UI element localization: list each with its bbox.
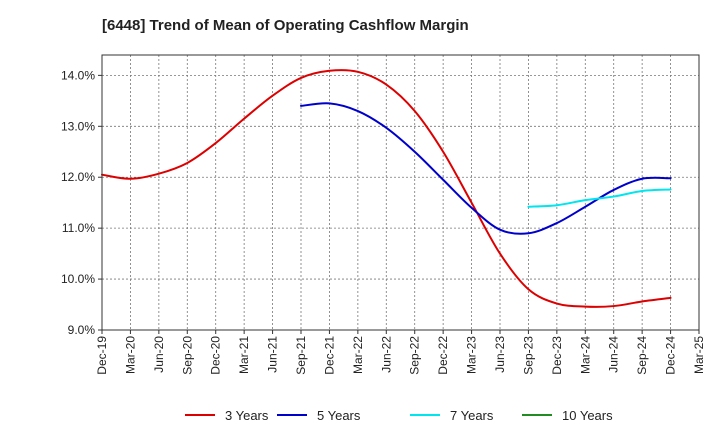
legend-label: 3 Years [225, 408, 269, 423]
x-tick-label: Sep-23 [521, 336, 535, 375]
legend: 3 Years 5 Years 7 Years 10 Years [185, 408, 613, 423]
x-tick-label: Mar-21 [237, 336, 251, 374]
y-tick-label: 11.0% [62, 221, 95, 235]
x-tick-label: Sep-21 [294, 336, 308, 375]
plot-frame [101, 54, 700, 331]
y-tick-label: 10.0% [61, 272, 95, 286]
grid [102, 55, 699, 330]
x-tick-label: Mar-25 [692, 336, 706, 374]
y-tick-label: 13.0% [61, 119, 95, 133]
x-tick-label: Dec-23 [550, 336, 564, 375]
x-tick-label: Mar-20 [123, 336, 137, 374]
series-line-7-years [527, 188, 672, 208]
y-tick-label: 14.0% [61, 68, 95, 82]
x-tick-label: Mar-22 [351, 336, 365, 374]
chart-title: [6448] Trend of Mean of Operating Cashfl… [102, 17, 469, 34]
x-tick-label: Jun-24 [607, 336, 621, 373]
x-axis: Dec-19 Mar-20 Jun-20 Sep-20 Dec-20 Mar-21 Jun-… [95, 330, 706, 375]
x-tick-label: Dec-21 [322, 336, 336, 375]
x-tick-label: Mar-23 [465, 336, 479, 374]
x-tick-label: Mar-24 [578, 336, 592, 374]
series-line-5-years [300, 102, 672, 235]
legend-label: 7 Years [450, 408, 494, 423]
x-tick-label: Jun-21 [266, 336, 280, 373]
legend-label: 10 Years [562, 408, 613, 423]
legend-label: 5 Years [317, 408, 361, 423]
series-layer [101, 69, 672, 308]
x-tick-label: Sep-20 [180, 336, 194, 375]
legend-item-3-years: 3 Years [185, 408, 269, 423]
legend-item-7-years: 7 Years [410, 408, 494, 423]
y-tick-label: 9.0% [68, 323, 96, 337]
x-tick-label: Jun-23 [493, 336, 507, 373]
series-line-3-years [101, 69, 672, 308]
x-tick-label: Dec-19 [95, 336, 109, 375]
x-tick-label: Dec-24 [664, 336, 678, 375]
x-tick-label: Dec-20 [209, 336, 223, 375]
legend-item-5-years: 5 Years [277, 408, 361, 423]
x-tick-label: Dec-22 [436, 336, 450, 375]
x-tick-label: Sep-22 [408, 336, 422, 375]
y-tick-label: 12.0% [61, 170, 95, 184]
legend-item-10-years: 10 Years [522, 408, 613, 423]
x-tick-label: Jun-20 [152, 336, 166, 373]
y-axis: 9.0% 10.0% 11.0% 12.0% 13.0% 14.0% [61, 68, 102, 337]
x-tick-label: Jun-22 [379, 336, 393, 373]
x-tick-label: Sep-24 [635, 336, 649, 375]
